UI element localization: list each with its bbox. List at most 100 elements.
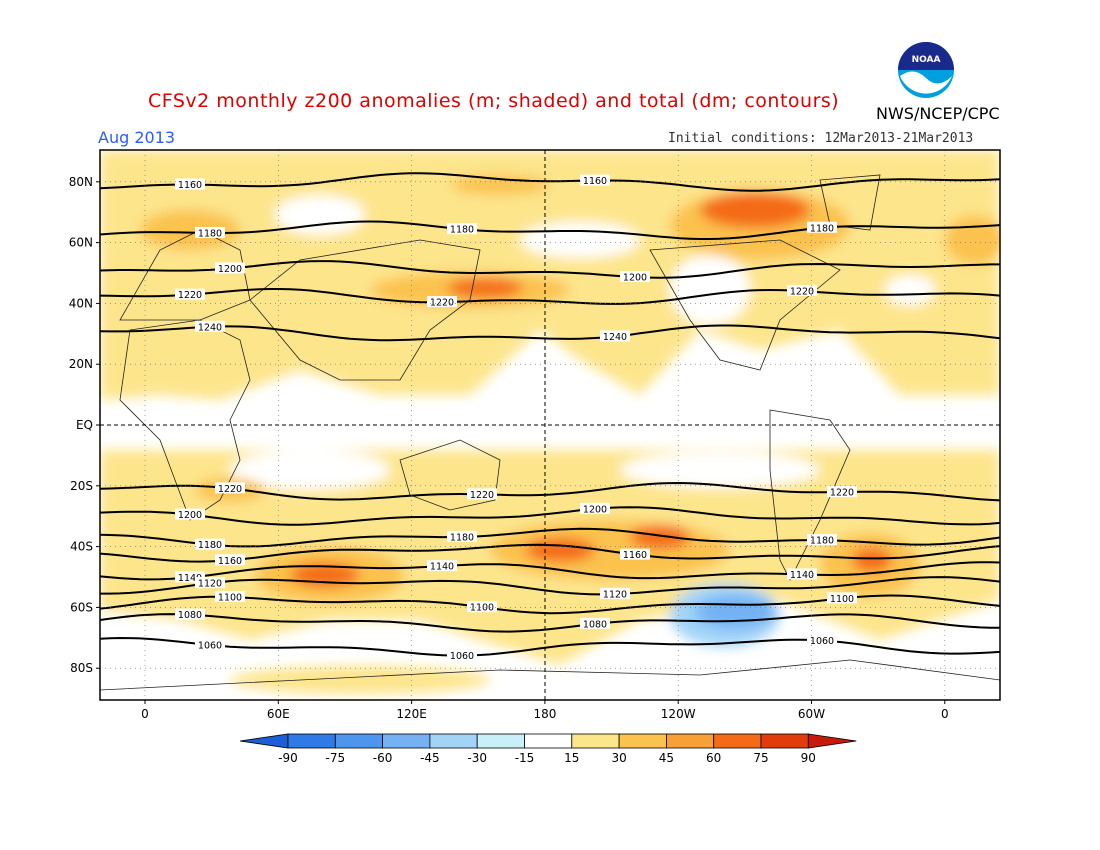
contour-label: 1220 — [178, 290, 202, 301]
contour-label-bg — [447, 530, 477, 542]
contour-label-bg — [175, 508, 205, 520]
contour-label-bg — [175, 288, 205, 300]
contour-label-bg — [215, 590, 245, 602]
contour-label-bg — [195, 320, 225, 332]
contour-label: 1200 — [623, 273, 647, 284]
contour-line — [100, 561, 1000, 581]
contour-label: 1060 — [450, 651, 474, 662]
coastline-south-america — [769, 409, 851, 581]
contour-label-bg — [787, 285, 817, 297]
anomaly-neutral-south-pacific — [620, 452, 820, 488]
latitude-axis: 80N 60N 40N 20N EQ 20S 40S 60S 80S — [69, 175, 93, 675]
lat-label: 60S — [70, 600, 93, 614]
longitude-axis: 0 60E 120E 180 120W 60W 0 — [141, 707, 948, 721]
lon-label: 0 — [141, 707, 149, 721]
contour-label: 1060 — [810, 636, 834, 647]
lat-label: 20S — [70, 479, 93, 493]
colorbar-label: -60 — [372, 751, 393, 765]
contour-label-bg — [175, 178, 205, 190]
lon-label: 120W — [661, 707, 696, 721]
contour-label-bg — [215, 482, 245, 494]
lat-label: 80S — [70, 661, 93, 675]
lon-label: 60E — [267, 707, 290, 721]
contour-label: 1140 — [430, 562, 454, 573]
colorbar-label: -45 — [420, 751, 440, 765]
colorbar-swatch — [334, 733, 383, 749]
colorbar-swatch — [429, 733, 478, 749]
lat-label: 80N — [69, 175, 93, 189]
anomaly-moderate-europe — [140, 210, 240, 250]
lat-label: 40N — [69, 296, 93, 310]
contour-label: 1100 — [470, 603, 494, 614]
contour-line — [100, 288, 1000, 305]
contour-label: 1200 — [583, 504, 607, 515]
contour-label-bg — [427, 296, 457, 308]
contour-label-bg — [620, 548, 650, 560]
contour-label-bg — [175, 608, 205, 620]
lat-label: 40S — [70, 540, 93, 554]
lon-label: 0 — [941, 707, 949, 721]
contour-label: 1220 — [790, 287, 814, 298]
contour-label-bg — [827, 486, 857, 498]
lat-label: 60N — [69, 236, 93, 250]
contour-label: 1160 — [178, 180, 202, 191]
contour-label: 1180 — [810, 536, 834, 547]
contour-label-bg — [807, 221, 837, 233]
anomaly-moderate-arctic-west — [450, 175, 550, 195]
contour-label: 1180 — [450, 532, 474, 543]
contour-label: 1200 — [178, 510, 202, 521]
contour-label-bg — [195, 538, 225, 550]
coastline-europe — [119, 229, 251, 321]
anomaly-weak-antarctic — [230, 666, 490, 694]
coastlines — [100, 174, 1000, 691]
colorbar-swatch — [382, 733, 431, 749]
forecast-month: Aug 2013 — [98, 128, 176, 147]
colorbar-high-arrow — [807, 733, 857, 749]
colorbar-label: -15 — [514, 751, 535, 765]
contour-label: 1120 — [603, 590, 627, 601]
colorbar-label: -90 — [278, 751, 298, 765]
anomaly-moderate-scandinavia — [945, 215, 1000, 265]
contour-label: 1220 — [430, 298, 454, 309]
contour-label-bg — [827, 592, 857, 604]
anomaly-neutral-atlantic — [885, 275, 935, 305]
contour-label: 1180 — [810, 223, 834, 234]
contour-label: 1240 — [198, 322, 222, 333]
contour-line — [100, 324, 1000, 342]
lon-label: 60W — [798, 707, 825, 721]
contour-label: 1180 — [450, 225, 474, 236]
initial-conditions: Initial conditions: 12Mar2013-21Mar2013 — [668, 131, 974, 146]
colorbar-swatch — [713, 733, 762, 749]
contour-label-bg — [620, 271, 650, 283]
colorbar-label: 60 — [706, 751, 722, 765]
colorbar-swatch — [571, 733, 620, 749]
lat-label: 20N — [69, 357, 93, 371]
contour-line — [100, 220, 1000, 240]
contour-label-bg — [580, 502, 610, 514]
contour-label: 1220 — [830, 488, 854, 499]
coastline-africa — [119, 319, 251, 521]
anomaly-neutral-pacific — [520, 222, 640, 258]
contour-label-bg — [580, 174, 610, 186]
anomaly-strong-south-atlantic — [852, 548, 892, 572]
lon-label: 180 — [533, 707, 556, 721]
colorbar-swatch — [287, 733, 336, 749]
chart-title: CFSv2 monthly z200 anomalies (m; shaded)… — [148, 90, 840, 112]
contour-line — [100, 506, 1000, 526]
contour-label-bg — [427, 560, 457, 572]
contour-label: 1240 — [603, 332, 627, 343]
contour-label-bg — [600, 330, 630, 342]
contour-label: 1080 — [583, 619, 607, 630]
contour-label: 1160 — [218, 556, 242, 567]
colorbar-low-arrow — [239, 733, 289, 749]
noaa-logo-icon: NOAA — [898, 42, 954, 98]
colorbar-swatch — [760, 733, 809, 749]
colorbar-label: -30 — [467, 751, 487, 765]
contour-labels: 1160 1160 1180 1180 1180 1200 1200 1220 1220 1220… — [175, 174, 857, 662]
contour-label: 1140 — [178, 573, 202, 584]
contour-label-bg — [447, 649, 477, 661]
contour-label-bg — [195, 577, 225, 589]
colorbar-swatch — [618, 733, 667, 749]
contour-label: 1060 — [198, 641, 222, 652]
